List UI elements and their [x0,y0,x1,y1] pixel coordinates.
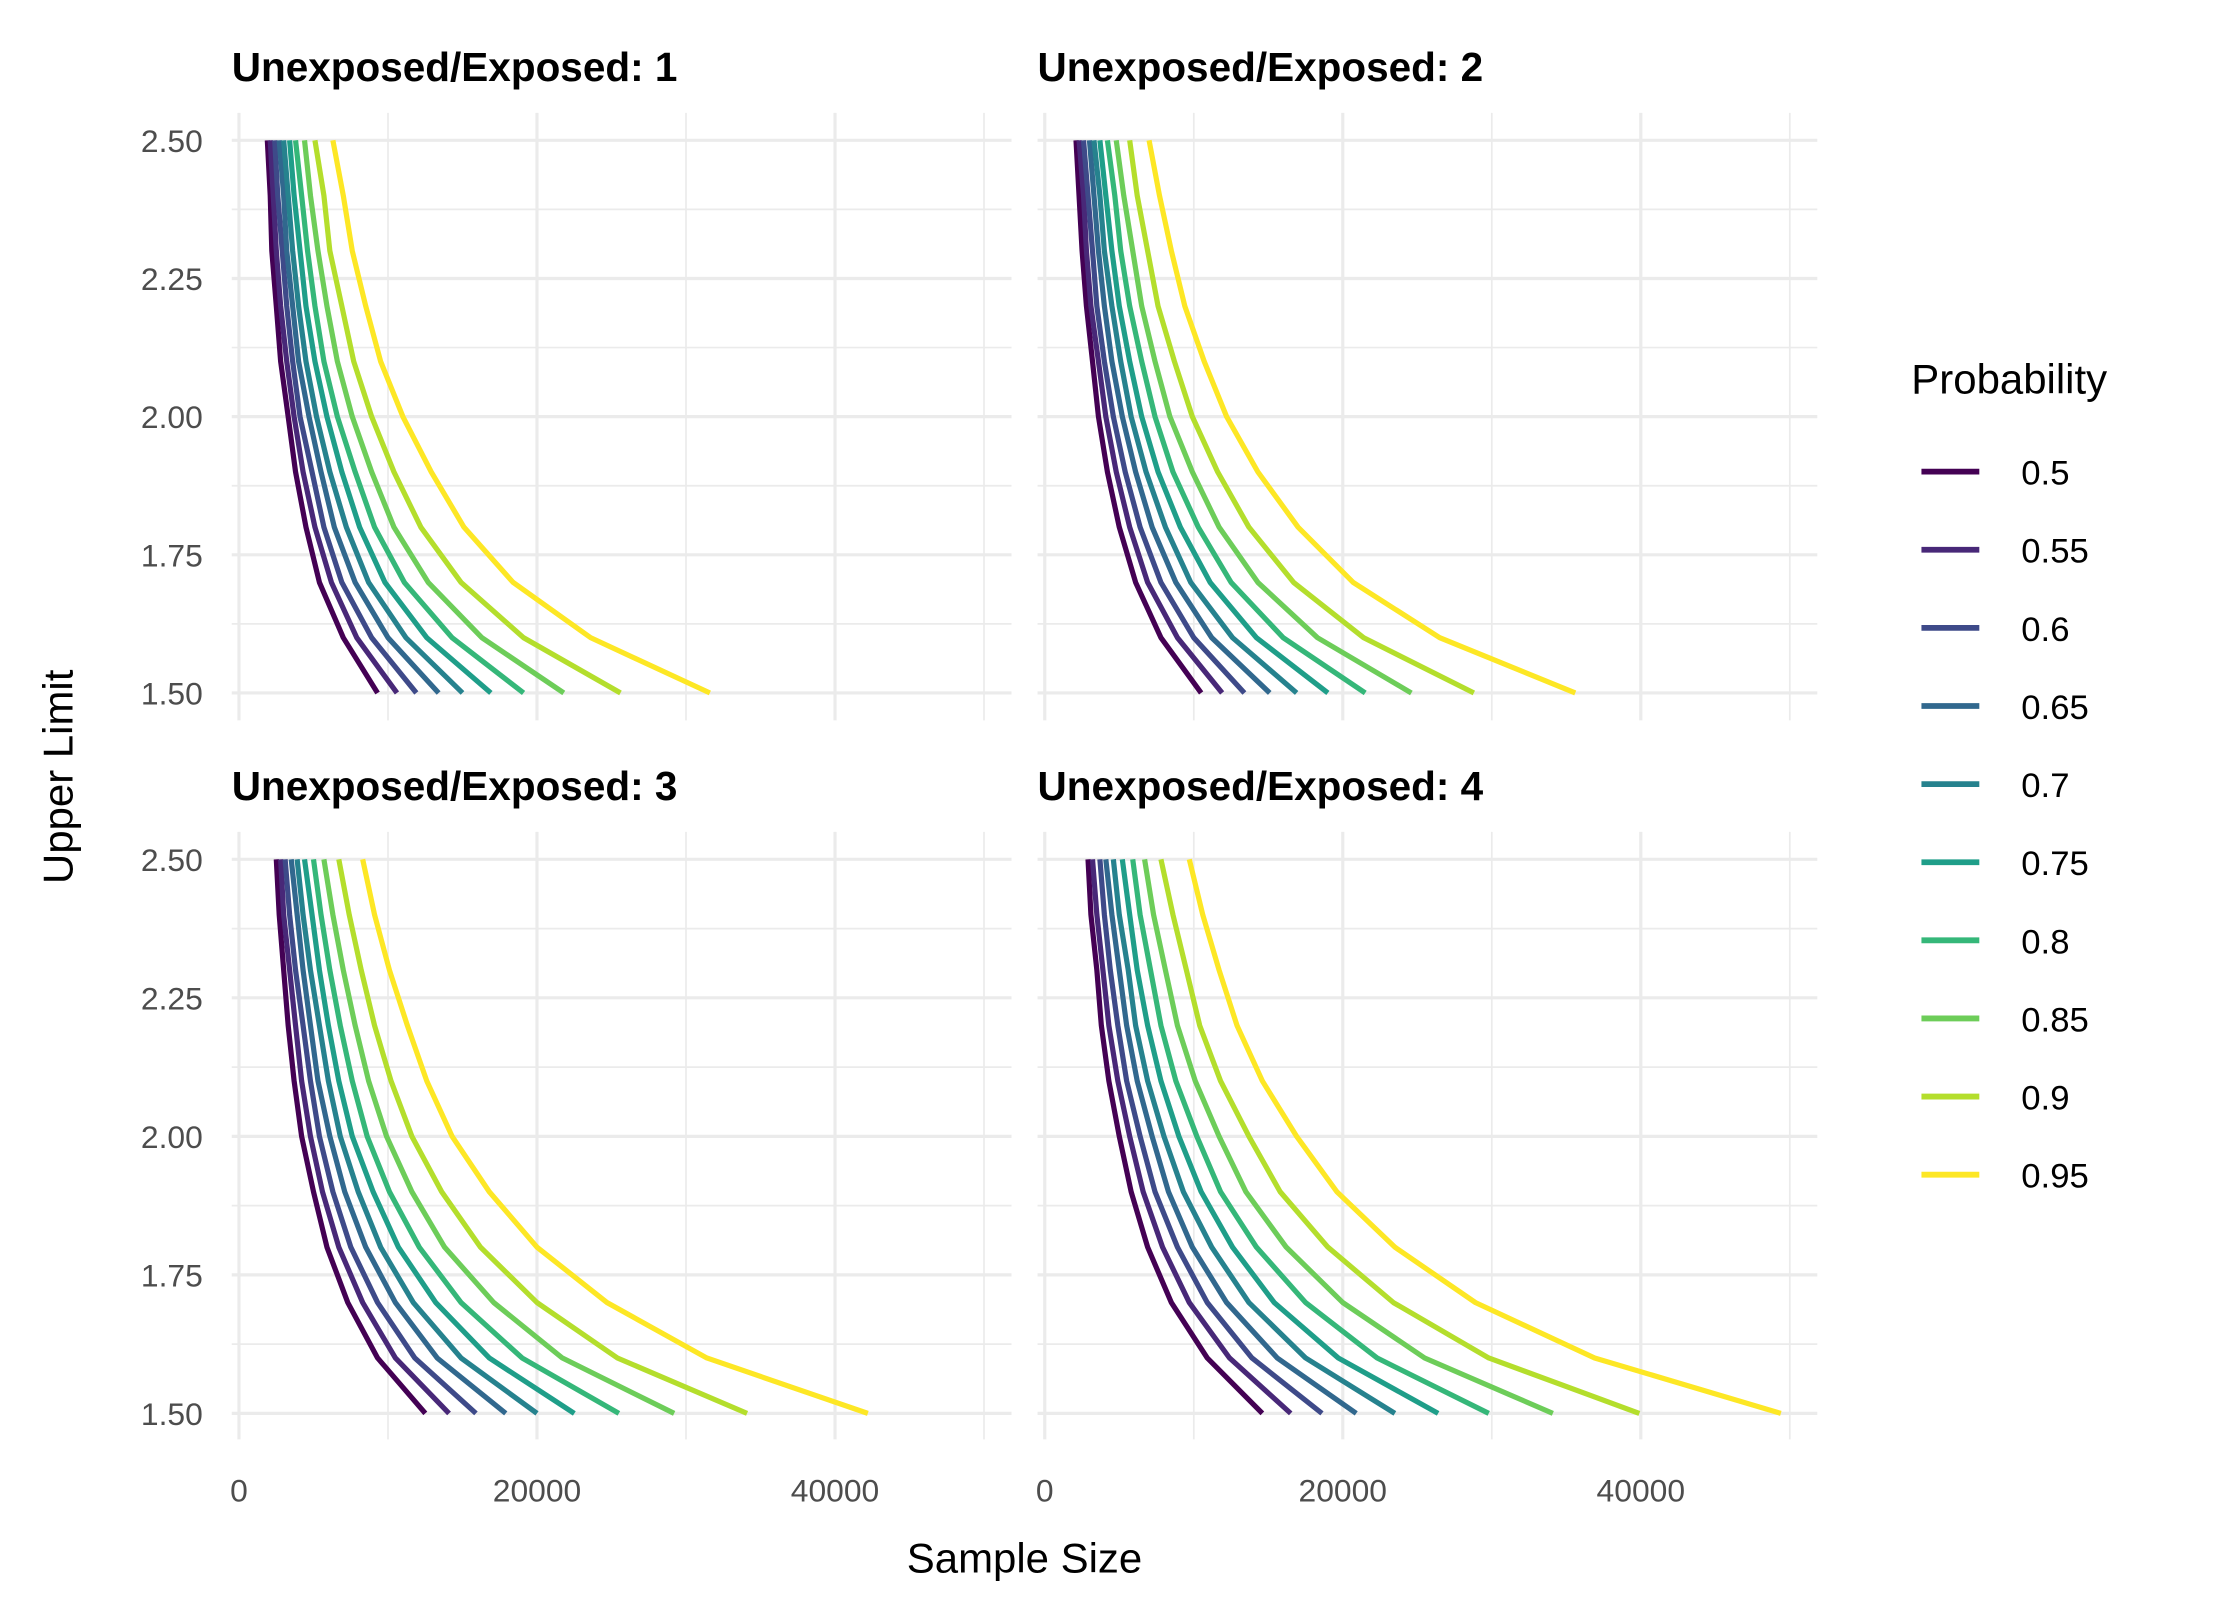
facet-panel: Unexposed/Exposed: 2 [1038,44,1818,721]
facet-panel: Unexposed/Exposed: 1 1.50 1.75 2.00 2.25 2.50 [141,44,1012,721]
legend-item: 0.7 [1921,767,2070,805]
legend-item: 0.5 [1921,455,2070,493]
y-tick-label: 2.25 [141,261,203,297]
legend-label: 0.75 [2021,845,2089,883]
y-tick-label: 2.00 [141,1119,203,1155]
legend-label: 0.7 [2021,767,2069,805]
series-line-0.9 [312,139,622,696]
series-line-0.85 [301,140,566,696]
facet-title: Unexposed/Exposed: 1 [232,44,678,90]
series-line-0.6 [1097,859,1324,1416]
legend-title: Probability [1911,355,2107,402]
series-line-0.55 [1089,859,1293,1416]
x-tick-label: 0 [230,1473,248,1509]
legend-item: 0.9 [1921,1080,2070,1118]
y-tick-label: 1.75 [141,1257,203,1293]
series-line-0.5 [1085,859,1265,1416]
legend-label: 0.6 [2021,611,2069,649]
series-line-0.9 [1158,858,1641,1416]
facet-panel: Unexposed/Exposed: 3 1.50 1.75 2.00 2.25 2.50… [141,763,1012,1509]
legend-label: 0.9 [2021,1080,2069,1118]
series-line-0.5 [273,859,428,1416]
legend: Probability 0.5 0.55 0.6 0.65 0.7 0.75 0.8 0.85… [1911,355,2107,1195]
series-line-0.55 [1076,140,1225,695]
series-line-0.8 [1130,858,1490,1416]
legend-item: 0.95 [1921,1158,2089,1196]
legend-item: 0.6 [1921,611,2070,649]
series-line-0.8 [310,858,621,1416]
series-line-0.6 [272,140,419,695]
legend-label: 0.8 [2021,923,2069,961]
x-tick-label: 20000 [493,1473,581,1509]
legend-item: 0.75 [1921,845,2089,883]
series-line-0.8 [292,140,526,696]
legend-label: 0.5 [2021,455,2069,493]
facet-title: Unexposed/Exposed: 2 [1038,44,1484,90]
legend-label: 0.95 [2021,1158,2089,1196]
series-line-0.75 [1097,140,1330,696]
y-tick-label: 1.50 [141,676,203,712]
y-tick-label: 2.50 [141,123,203,159]
series-line-0.8 [1104,139,1367,696]
legend-item: 0.85 [1921,1001,2089,1039]
series-line-0.6 [1080,140,1247,695]
series-line-0.75 [287,140,493,695]
series-line-0.75 [301,858,576,1416]
series-line-0.7 [1110,859,1397,1416]
x-tick-label: 20000 [1299,1473,1387,1509]
series-line-0.55 [278,859,451,1416]
facet-title: Unexposed/Exposed: 4 [1038,763,1484,809]
series-line-0.95 [360,858,869,1416]
series-line-0.7 [294,859,539,1416]
series-line-0.95 [330,139,711,696]
series-line-0.55 [267,140,400,695]
facet-title: Unexposed/Exposed: 3 [232,763,678,809]
y-tick-label: 2.25 [141,980,203,1016]
x-tick-label: 40000 [791,1473,879,1509]
legend-label: 0.65 [2021,689,2089,727]
series-line-0.6 [282,859,478,1416]
facet-panel: Unexposed/Exposed: 4 0 20000 40000 [1036,763,1818,1509]
y-axis-title: Upper Limit [35,669,82,884]
series-line-0.9 [336,858,749,1416]
facet-panels: Unexposed/Exposed: 1 1.50 1.75 2.00 2.25 2.50… [141,44,1818,1509]
legend-item: 0.8 [1921,923,2070,961]
x-tick-label: 40000 [1597,1473,1685,1509]
series-line-0.65 [1103,859,1358,1416]
series-line-0.75 [1119,858,1440,1416]
series-line-0.5 [264,140,380,695]
series-line-0.9 [1127,139,1476,696]
legend-item: 0.55 [1921,533,2089,571]
series-line-0.5 [1073,140,1204,695]
x-tick-label: 0 [1036,1473,1054,1509]
series-line-0.95 [1186,858,1782,1416]
series-line-0.95 [1146,139,1577,696]
series-line-0.85 [1113,139,1413,696]
series-line-0.85 [321,858,676,1416]
legend-label: 0.55 [2021,533,2089,571]
y-tick-label: 1.75 [141,537,203,573]
legend-label: 0.85 [2021,1001,2089,1039]
legend-item: 0.65 [1921,689,2089,727]
y-tick-label: 2.50 [141,842,203,878]
y-tick-label: 2.00 [141,399,203,435]
series-line-0.65 [288,859,508,1416]
series-line-0.85 [1142,858,1554,1416]
series-line-0.7 [281,140,465,695]
series-line-0.65 [276,140,441,695]
series-line-0.65 [1086,140,1272,695]
x-axis-title: Sample Size [907,1535,1142,1582]
y-tick-label: 1.50 [141,1396,203,1432]
series-line-0.7 [1091,140,1299,695]
